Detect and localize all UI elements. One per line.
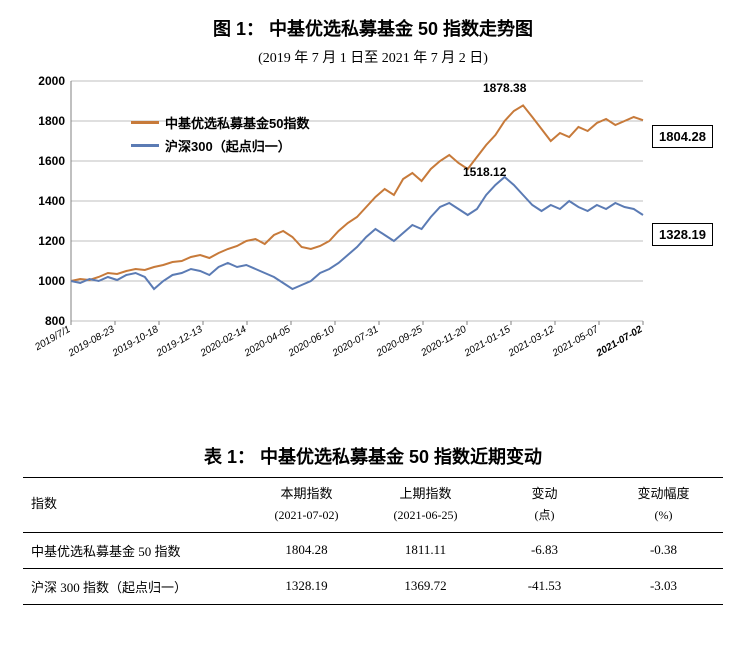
legend-item: 沪深300（起点归一） [131,136,309,155]
table-header: 变动(点) [485,478,604,533]
svg-text:2020-06-10: 2020-06-10 [286,324,337,360]
svg-text:1600: 1600 [38,154,65,168]
svg-text:1000: 1000 [38,274,65,288]
table-cell: 沪深 300 指数（起点归一） [23,568,247,604]
svg-text:1800: 1800 [38,114,65,128]
svg-text:2000: 2000 [38,74,65,88]
line-chart: 8001000120014001600180020002019/7/12019-… [23,71,723,391]
table-title: 表 1： 中基优选私募基金 50 指数近期变动 [20,443,726,469]
svg-text:1200: 1200 [38,234,65,248]
svg-text:2020-11-20: 2020-11-20 [418,324,468,359]
table-cell: 1804.28 [247,532,366,568]
table-cell: -41.53 [485,568,604,604]
svg-text:2020-07-31: 2020-07-31 [330,324,381,360]
table-cell: 1369.72 [366,568,485,604]
chart-title: 图 1： 中基优选私募基金 50 指数走势图 [20,15,726,41]
table-header: 指数 [23,478,247,533]
data-table: 指数本期指数(2021-07-02)上期指数(2021-06-25)变动(点)变… [23,477,723,605]
svg-text:2021-03-12: 2021-03-12 [506,324,557,360]
table-cell: 1328.19 [247,568,366,604]
table-header: 上期指数(2021-06-25) [366,478,485,533]
chart-canvas: 8001000120014001600180020002019/7/12019-… [23,71,723,391]
table-cell: 中基优选私募基金 50 指数 [23,532,247,568]
table-header: 本期指数(2021-07-02) [247,478,366,533]
svg-text:1400: 1400 [38,194,65,208]
table-header: 变动幅度(%) [604,478,723,533]
table-row: 中基优选私募基金 50 指数1804.281811.11-6.83-0.38 [23,532,723,568]
end-value-label: 1804.28 [652,125,713,148]
legend-swatch [131,121,159,124]
svg-text:2020-02-14: 2020-02-14 [198,324,249,360]
svg-text:2020-04-05: 2020-04-05 [242,324,293,360]
chart-legend: 中基优选私募基金50指数沪深300（起点归一） [131,113,309,159]
svg-text:2021-01-15: 2021-01-15 [462,324,513,360]
peak-label: 1518.12 [463,165,506,179]
legend-swatch [131,144,159,147]
legend-label: 中基优选私募基金50指数 [165,113,309,132]
end-value-label: 1328.19 [652,223,713,246]
table-cell: -0.38 [604,532,723,568]
table-cell: 1811.11 [366,532,485,568]
legend-item: 中基优选私募基金50指数 [131,113,309,132]
svg-text:2020-09-25: 2020-09-25 [374,324,425,360]
svg-text:2019-10-18: 2019-10-18 [110,324,161,360]
table-cell: -3.03 [604,568,723,604]
legend-label: 沪深300（起点归一） [165,136,291,155]
chart-subtitle: (2019 年 7 月 1 日至 2021 年 7 月 2 日) [20,47,726,67]
table-row: 沪深 300 指数（起点归一）1328.191369.72-41.53-3.03 [23,568,723,604]
svg-text:2021-07-02: 2021-07-02 [594,324,645,360]
table-cell: -6.83 [485,532,604,568]
svg-text:2021-05-07: 2021-05-07 [550,324,601,360]
peak-label: 1878.38 [483,81,526,95]
svg-text:2019-12-13: 2019-12-13 [154,324,205,360]
svg-text:2019-08-23: 2019-08-23 [66,324,117,360]
